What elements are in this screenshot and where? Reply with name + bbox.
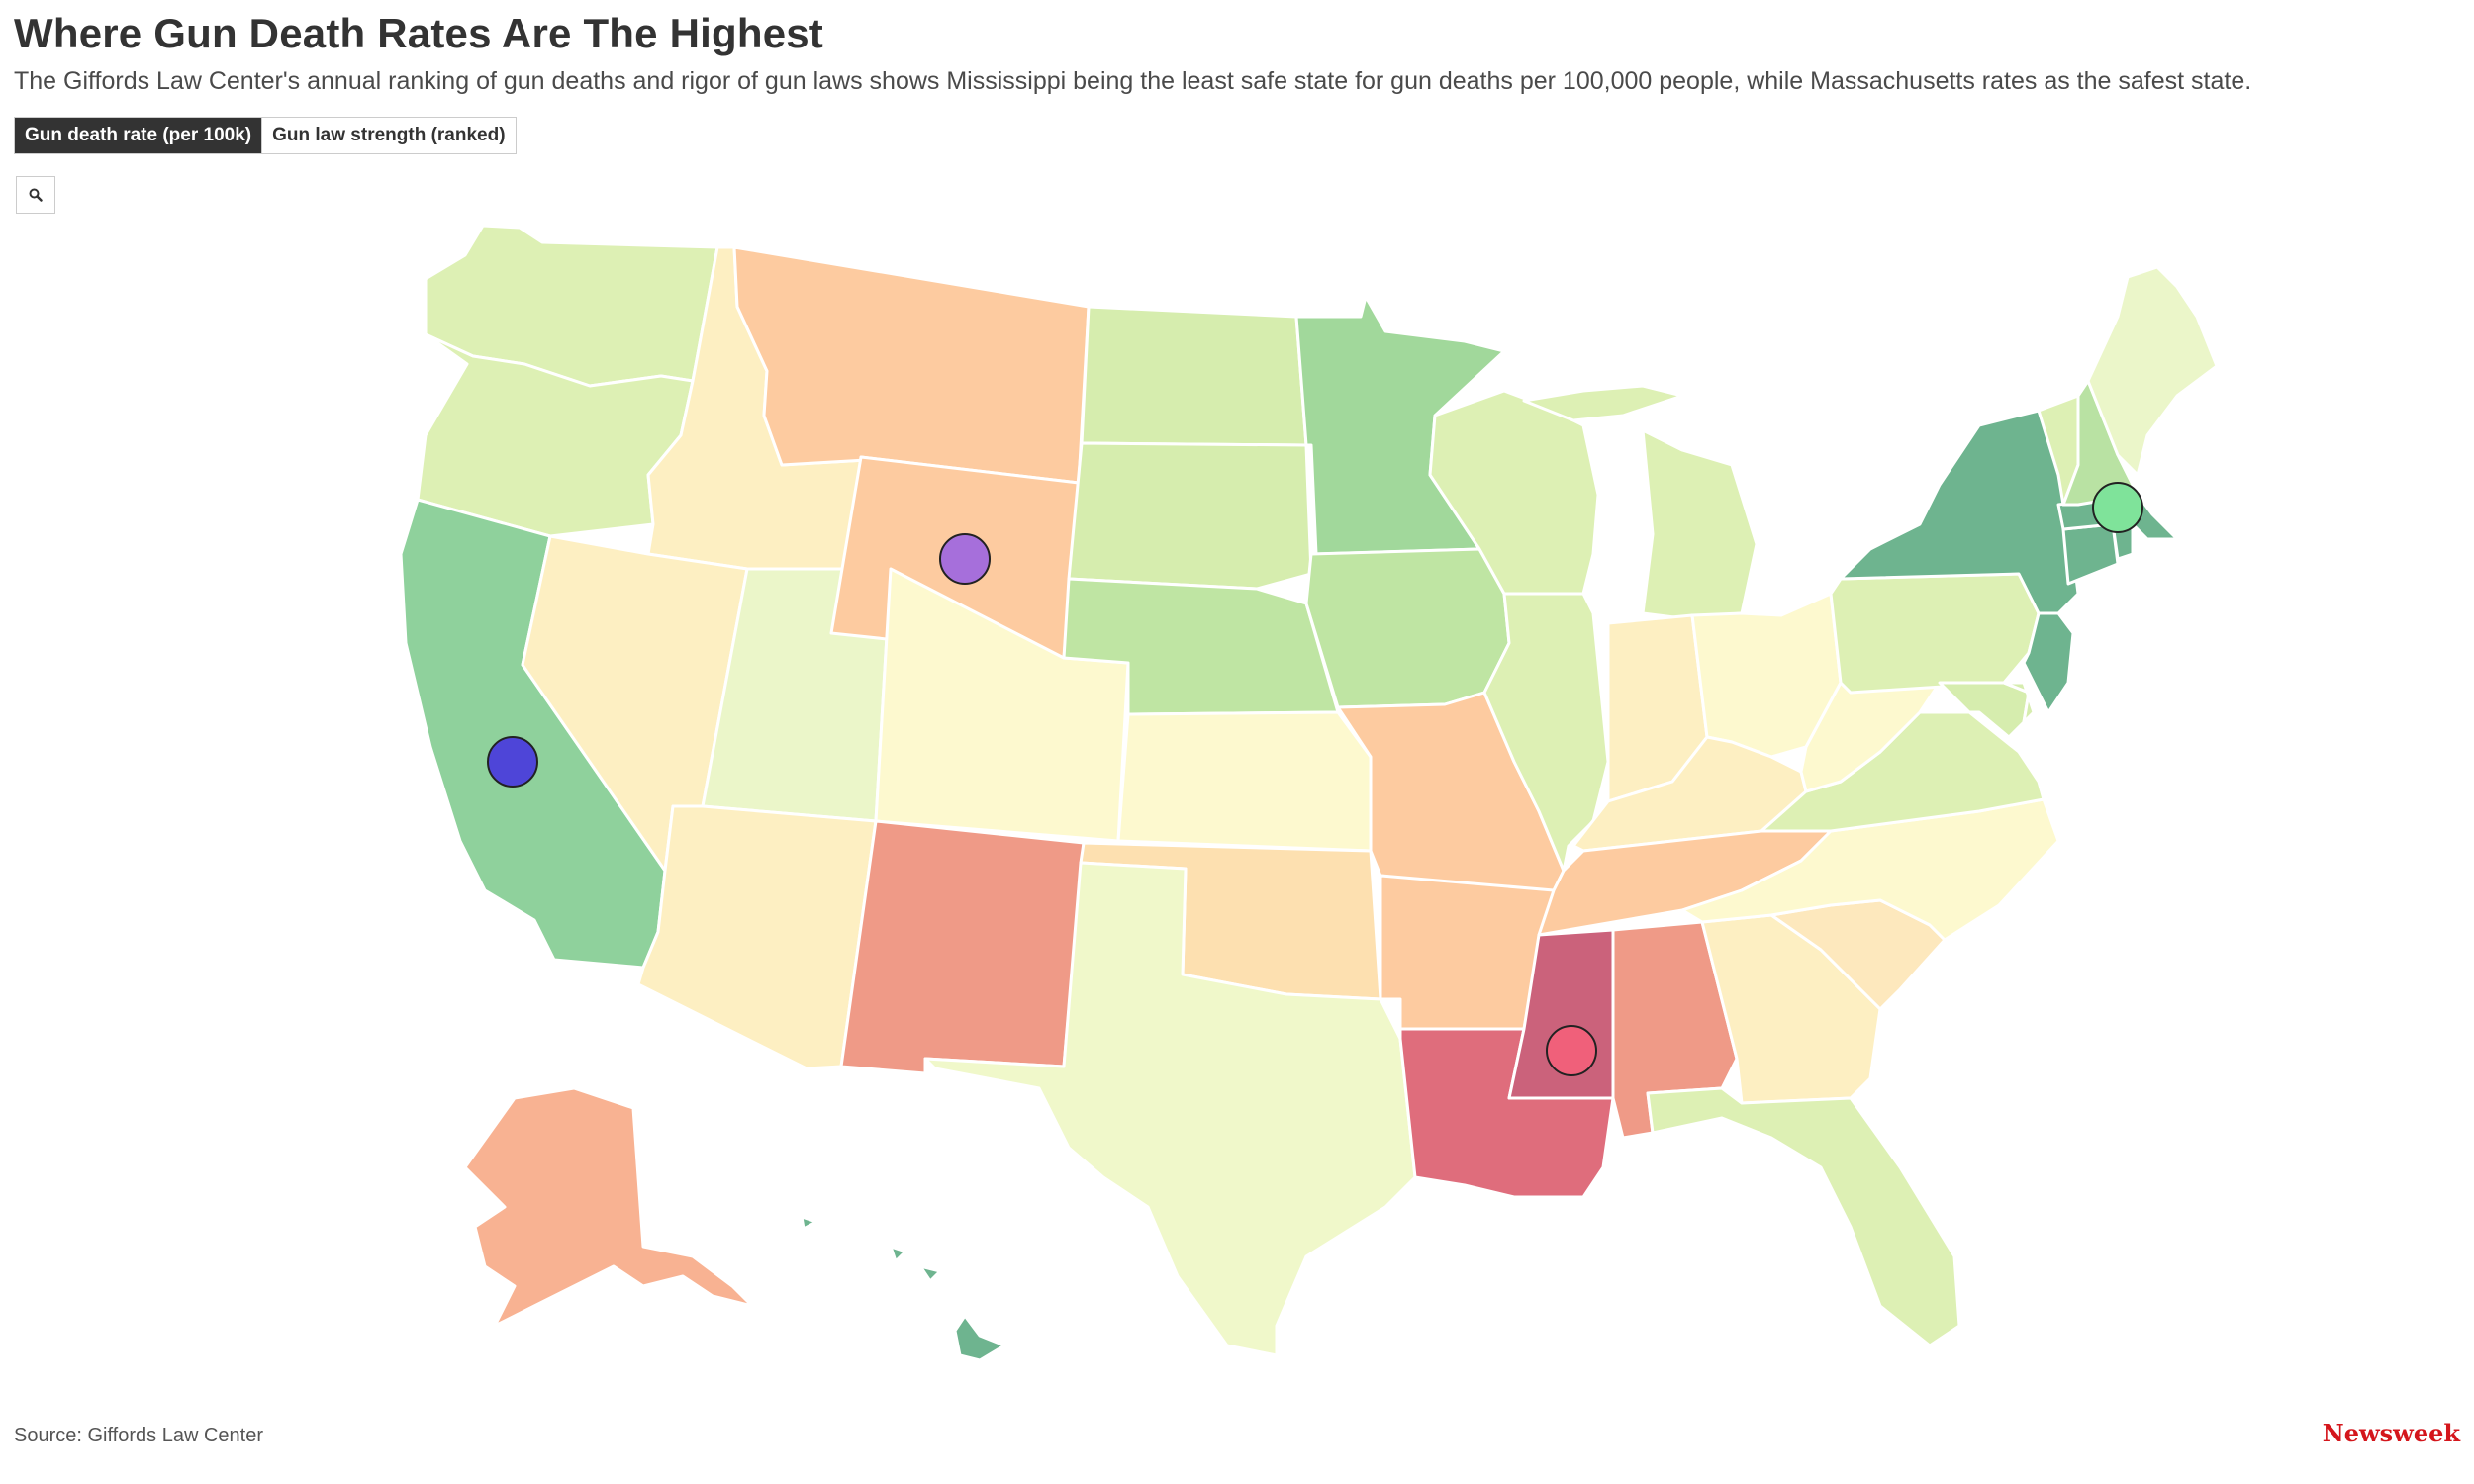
search-icon bbox=[29, 188, 43, 202]
state-pennsylvania[interactable] bbox=[1829, 572, 2041, 695]
chart-subtitle: The Giffords Law Center's annual ranking… bbox=[14, 67, 2252, 95]
metric-toggle: Gun death rate (per 100k) Gun law streng… bbox=[14, 117, 517, 154]
source-note: Source: Giffords Law Center bbox=[14, 1425, 263, 1446]
state-texas[interactable] bbox=[923, 861, 1417, 1357]
massachusetts-marker[interactable] bbox=[2092, 482, 2143, 533]
mississippi-marker[interactable] bbox=[1546, 1025, 1597, 1076]
california-marker[interactable] bbox=[487, 736, 538, 788]
toggle-gun-death-rate[interactable]: Gun death rate (per 100k) bbox=[15, 118, 262, 153]
state-north-dakota[interactable] bbox=[1080, 305, 1308, 447]
state-illinois[interactable] bbox=[1482, 592, 1610, 873]
markers-layer bbox=[487, 482, 2143, 1076]
state-alaska[interactable] bbox=[463, 1086, 754, 1328]
state-arizona[interactable] bbox=[636, 804, 878, 1070]
state-south-dakota[interactable] bbox=[1067, 441, 1313, 591]
state-maine[interactable] bbox=[2086, 265, 2219, 477]
newsweek-logo[interactable]: Newsweek bbox=[2322, 1419, 2460, 1447]
chart-title: Where Gun Death Rates Are The Highest bbox=[14, 10, 823, 56]
toggle-gun-law-strength[interactable]: Gun law strength (ranked) bbox=[261, 118, 516, 153]
state-new-mexico[interactable] bbox=[839, 819, 1086, 1075]
state-colorado[interactable] bbox=[874, 567, 1130, 843]
state-new-jersey[interactable] bbox=[2022, 611, 2075, 714]
state-delaware[interactable] bbox=[2002, 681, 2036, 724]
state-florida[interactable] bbox=[1646, 1086, 1961, 1347]
state-hawaii[interactable] bbox=[800, 1215, 1006, 1362]
state-iowa[interactable] bbox=[1304, 547, 1511, 709]
states-layer bbox=[399, 224, 2219, 1362]
state-montana[interactable] bbox=[732, 245, 1091, 485]
wyoming-marker[interactable] bbox=[939, 533, 991, 585]
state-connecticut[interactable] bbox=[2061, 522, 2120, 586]
state-kansas[interactable] bbox=[1116, 710, 1373, 853]
zoom-button[interactable] bbox=[16, 176, 55, 214]
